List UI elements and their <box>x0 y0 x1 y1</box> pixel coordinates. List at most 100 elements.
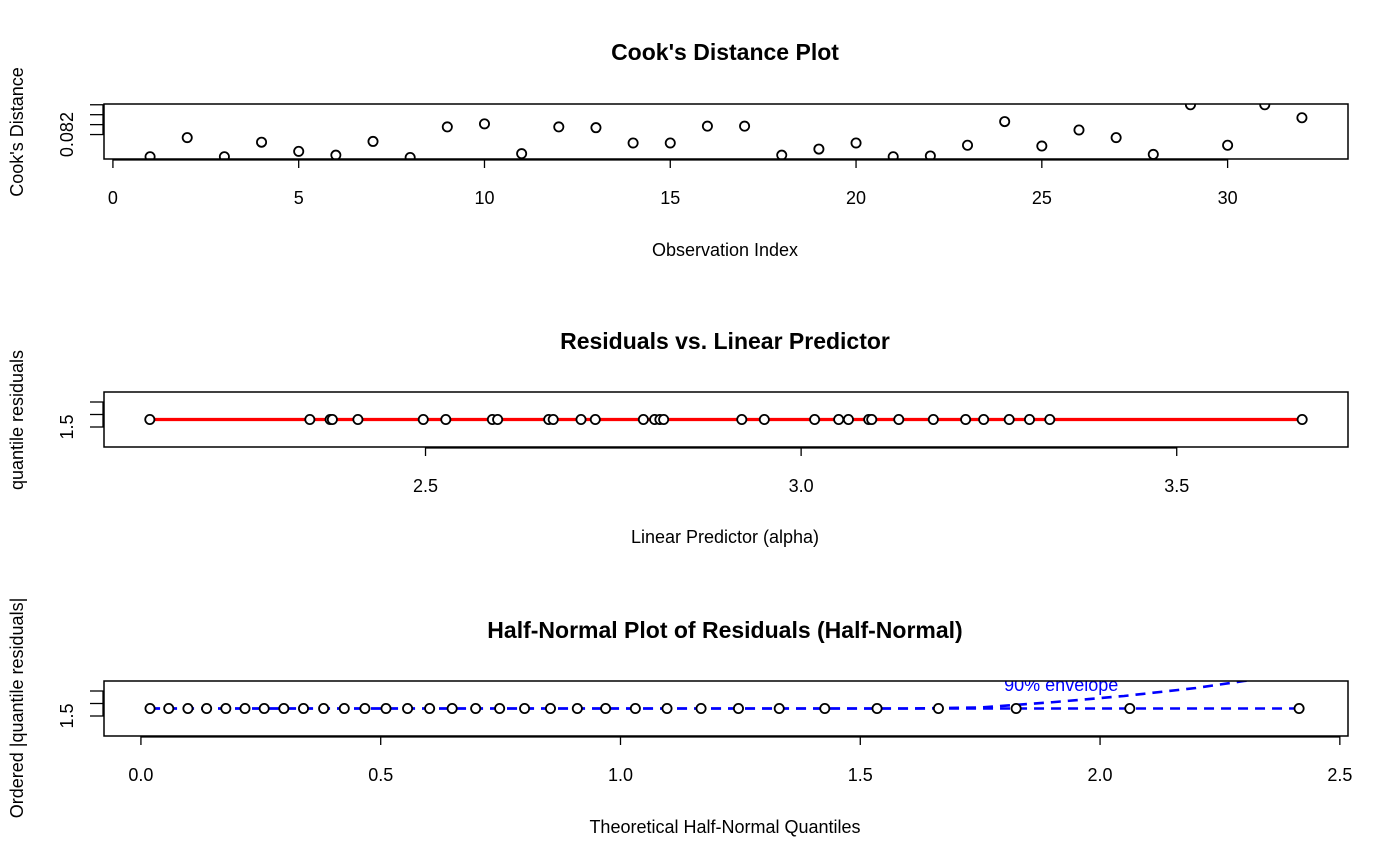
cooks-distance-point <box>924 150 936 159</box>
cooks-distance-y-tick-label: 0.082 <box>57 112 77 157</box>
half-normal-point <box>278 703 290 715</box>
half-normal-panel: Half-Normal Plot of Residuals (Half-Norm… <box>7 598 1352 837</box>
cooks-distance-point <box>1296 112 1308 124</box>
cooks-distance-point <box>1110 132 1122 144</box>
residuals-point <box>547 413 559 425</box>
cooks-distance-point <box>1259 104 1271 111</box>
cooks-distance-x-axis: 0 5 10 15 20 25 30 <box>108 159 1238 208</box>
half-normal-point <box>732 703 744 715</box>
residuals-point <box>927 413 939 425</box>
half-normal-point <box>494 703 506 715</box>
half-normal-envelope-upper <box>150 681 1257 710</box>
half-normal-x-tick-label: 1.5 <box>848 765 873 785</box>
cooks-distance-point <box>441 121 453 133</box>
residuals-plot-frame <box>103 391 1349 448</box>
cooks-distance-point <box>999 116 1011 128</box>
half-normal-point <box>144 703 156 715</box>
half-normal-point <box>258 703 270 715</box>
half-normal-point <box>402 703 414 715</box>
residuals-point <box>492 413 504 425</box>
half-normal-point <box>318 703 330 715</box>
half-normal-point <box>661 703 673 715</box>
residuals-panel: Residuals vs. Linear Predictor 2.5 3.0 3.5… <box>7 328 1349 547</box>
cooks-distance-point <box>367 135 379 147</box>
cooks-distance-point <box>1222 139 1234 151</box>
residuals-point <box>1023 413 1035 425</box>
cooks-distance-point <box>664 137 676 149</box>
residuals-point <box>304 413 316 425</box>
residuals-point <box>736 413 748 425</box>
cooks-distance-x-tick-label: 0 <box>108 188 118 208</box>
half-normal-point <box>298 703 310 715</box>
half-normal-point <box>446 703 458 715</box>
half-normal-envelope-label: 90% envelope <box>1004 675 1118 695</box>
half-normal-point <box>201 703 213 715</box>
half-normal-point <box>470 703 482 715</box>
cooks-distance-title: Cook's Distance Plot <box>611 39 839 65</box>
cooks-distance-point <box>553 121 565 133</box>
cooks-distance-point <box>1036 140 1048 152</box>
half-normal-y-tick-label: 1.5 <box>57 703 77 728</box>
residuals-point <box>326 413 338 425</box>
residuals-point <box>658 413 670 425</box>
residuals-point <box>893 413 905 425</box>
half-normal-point <box>871 703 883 715</box>
half-normal-point <box>424 703 436 715</box>
half-normal-point <box>571 703 583 715</box>
residuals-point <box>758 413 770 425</box>
cooks-distance-point <box>516 148 528 159</box>
half-normal-x-tick-label: 0.5 <box>368 765 393 785</box>
cooks-distance-point <box>478 118 490 130</box>
cooks-distance-x-tick-label: 25 <box>1032 188 1052 208</box>
half-normal-point <box>1124 703 1136 715</box>
cooks-distance-point <box>590 122 602 134</box>
residuals-point <box>589 413 601 425</box>
residuals-point <box>575 413 587 425</box>
cooks-distance-point <box>181 132 193 144</box>
residuals-x-axis: 2.5 3.0 3.5 <box>413 447 1189 496</box>
residuals-point <box>440 413 452 425</box>
residuals-point <box>352 413 364 425</box>
residuals-point <box>1044 413 1056 425</box>
cooks-distance-point <box>256 136 268 148</box>
half-normal-point <box>695 703 707 715</box>
half-normal-point <box>338 703 350 715</box>
residuals-y-tick-label: 1.5 <box>57 414 77 439</box>
cooks-distance-point <box>1184 104 1196 111</box>
cooks-distance-point <box>144 151 156 159</box>
cooks-distance-point <box>1147 148 1159 159</box>
half-normal-point <box>519 703 531 715</box>
cooks-distance-x-label: Observation Index <box>652 240 798 260</box>
cooks-distance-point <box>813 143 825 155</box>
half-normal-point <box>163 703 175 715</box>
residuals-point <box>417 413 429 425</box>
half-normal-x-axis: 0.0 0.5 1.0 1.5 2.0 2.5 <box>128 736 1352 785</box>
cooks-distance-y-label: Cook's Distance <box>7 67 27 197</box>
half-normal-x-tick-label: 2.5 <box>1327 765 1352 785</box>
cooks-distance-y-axis: 0.082 <box>57 104 104 157</box>
half-normal-point <box>239 703 251 715</box>
cooks-distance-panel: Cook's Distance Plot 0 5 10 15 20 25 30 0.082 … <box>7 39 1349 260</box>
half-normal-point <box>182 703 194 715</box>
half-normal-point <box>819 703 831 715</box>
half-normal-point <box>773 703 785 715</box>
residuals-x-tick-label: 3.5 <box>1164 476 1189 496</box>
half-normal-point <box>1010 703 1022 715</box>
residuals-point <box>960 413 972 425</box>
half-normal-point <box>1293 703 1305 715</box>
half-normal-point <box>600 703 612 715</box>
cooks-distance-x-tick-label: 10 <box>474 188 494 208</box>
cooks-distance-x-tick-label: 5 <box>294 188 304 208</box>
residuals-y-label: quantile residuals <box>7 350 27 490</box>
half-normal-plot-frame <box>103 680 1349 737</box>
half-normal-point <box>220 703 232 715</box>
half-normal-point <box>544 703 556 715</box>
residuals-point <box>978 413 990 425</box>
residuals-x-tick-label: 2.5 <box>413 476 438 496</box>
half-normal-x-tick-label: 0.0 <box>128 765 153 785</box>
residuals-point <box>1296 413 1308 425</box>
residuals-x-label: Linear Predictor (alpha) <box>631 527 819 547</box>
cooks-distance-point <box>1073 124 1085 136</box>
half-normal-y-axis: 1.5 <box>57 690 104 729</box>
